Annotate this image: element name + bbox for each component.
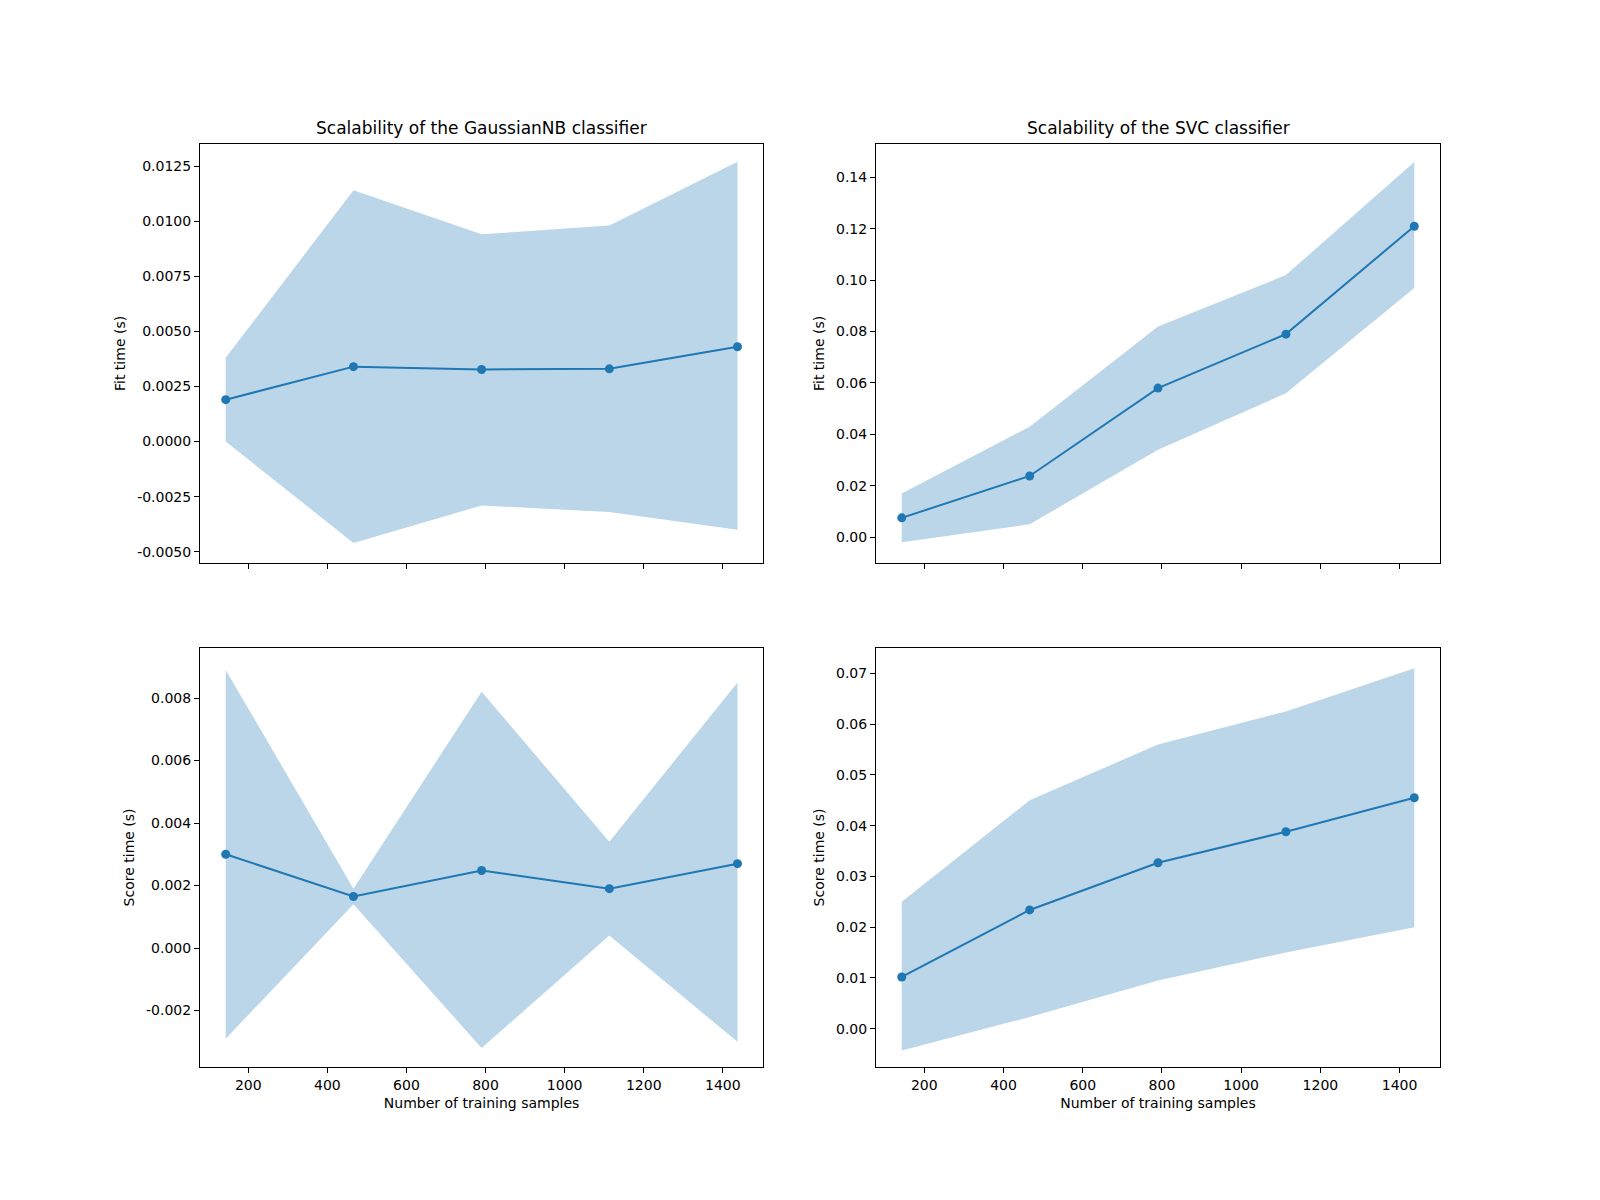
svg-text:0.12: 0.12 <box>836 221 867 237</box>
svg-text:400: 400 <box>314 1077 341 1093</box>
svg-text:600: 600 <box>393 1077 420 1093</box>
svg-text:0.03: 0.03 <box>836 868 867 884</box>
svg-text:1000: 1000 <box>1223 1077 1259 1093</box>
svg-text:0.10: 0.10 <box>836 272 867 288</box>
svg-text:0.008: 0.008 <box>151 690 191 706</box>
svg-text:800: 800 <box>472 1077 499 1093</box>
svg-text:600: 600 <box>1069 1077 1096 1093</box>
svg-text:0.00: 0.00 <box>836 529 867 545</box>
svg-text:0.01: 0.01 <box>836 970 867 986</box>
svg-text:Number of training samples: Number of training samples <box>1060 1095 1256 1111</box>
svg-text:0.04: 0.04 <box>836 818 867 834</box>
svg-text:200: 200 <box>235 1077 262 1093</box>
svg-text:0.08: 0.08 <box>836 323 867 339</box>
svg-text:0.05: 0.05 <box>836 767 867 783</box>
svg-text:0.06: 0.06 <box>836 375 867 391</box>
svg-text:Fit time (s): Fit time (s) <box>811 316 827 391</box>
svg-text:400: 400 <box>990 1077 1017 1093</box>
svg-text:0.004: 0.004 <box>151 815 191 831</box>
svg-text:-0.0050: -0.0050 <box>137 544 191 560</box>
svg-text:0.02: 0.02 <box>836 919 867 935</box>
svg-text:0.0100: 0.0100 <box>142 213 191 229</box>
svg-text:0.000: 0.000 <box>151 940 191 956</box>
svg-text:Score time (s): Score time (s) <box>811 808 827 906</box>
svg-text:Scalability of the SVC classif: Scalability of the SVC classifier <box>1027 118 1290 138</box>
svg-text:0.0025: 0.0025 <box>142 378 191 394</box>
svg-text:1400: 1400 <box>1382 1077 1418 1093</box>
svg-text:200: 200 <box>911 1077 938 1093</box>
svg-text:0.14: 0.14 <box>836 169 867 185</box>
svg-text:-0.0025: -0.0025 <box>137 489 191 505</box>
svg-text:Scalability of the GaussianNB: Scalability of the GaussianNB classifier <box>316 118 647 138</box>
svg-text:-0.002: -0.002 <box>146 1002 191 1018</box>
svg-text:0.00: 0.00 <box>836 1021 867 1037</box>
svg-text:0.04: 0.04 <box>836 426 867 442</box>
svg-text:1400: 1400 <box>705 1077 741 1093</box>
svg-text:Score time (s): Score time (s) <box>121 808 137 906</box>
svg-text:0.06: 0.06 <box>836 716 867 732</box>
svg-text:0.02: 0.02 <box>836 478 867 494</box>
svg-text:0.0050: 0.0050 <box>142 323 191 339</box>
svg-text:800: 800 <box>1149 1077 1176 1093</box>
svg-text:0.0125: 0.0125 <box>142 158 191 174</box>
svg-text:0.002: 0.002 <box>151 877 191 893</box>
svg-text:1000: 1000 <box>547 1077 583 1093</box>
svg-text:Number of training samples: Number of training samples <box>384 1095 580 1111</box>
svg-text:0.0075: 0.0075 <box>142 268 191 284</box>
svg-text:Fit time (s): Fit time (s) <box>112 316 128 391</box>
svg-text:0.006: 0.006 <box>151 752 191 768</box>
svg-text:1200: 1200 <box>1303 1077 1339 1093</box>
svg-text:0.07: 0.07 <box>836 665 867 681</box>
svg-text:0.0000: 0.0000 <box>142 433 191 449</box>
svg-text:1200: 1200 <box>626 1077 662 1093</box>
